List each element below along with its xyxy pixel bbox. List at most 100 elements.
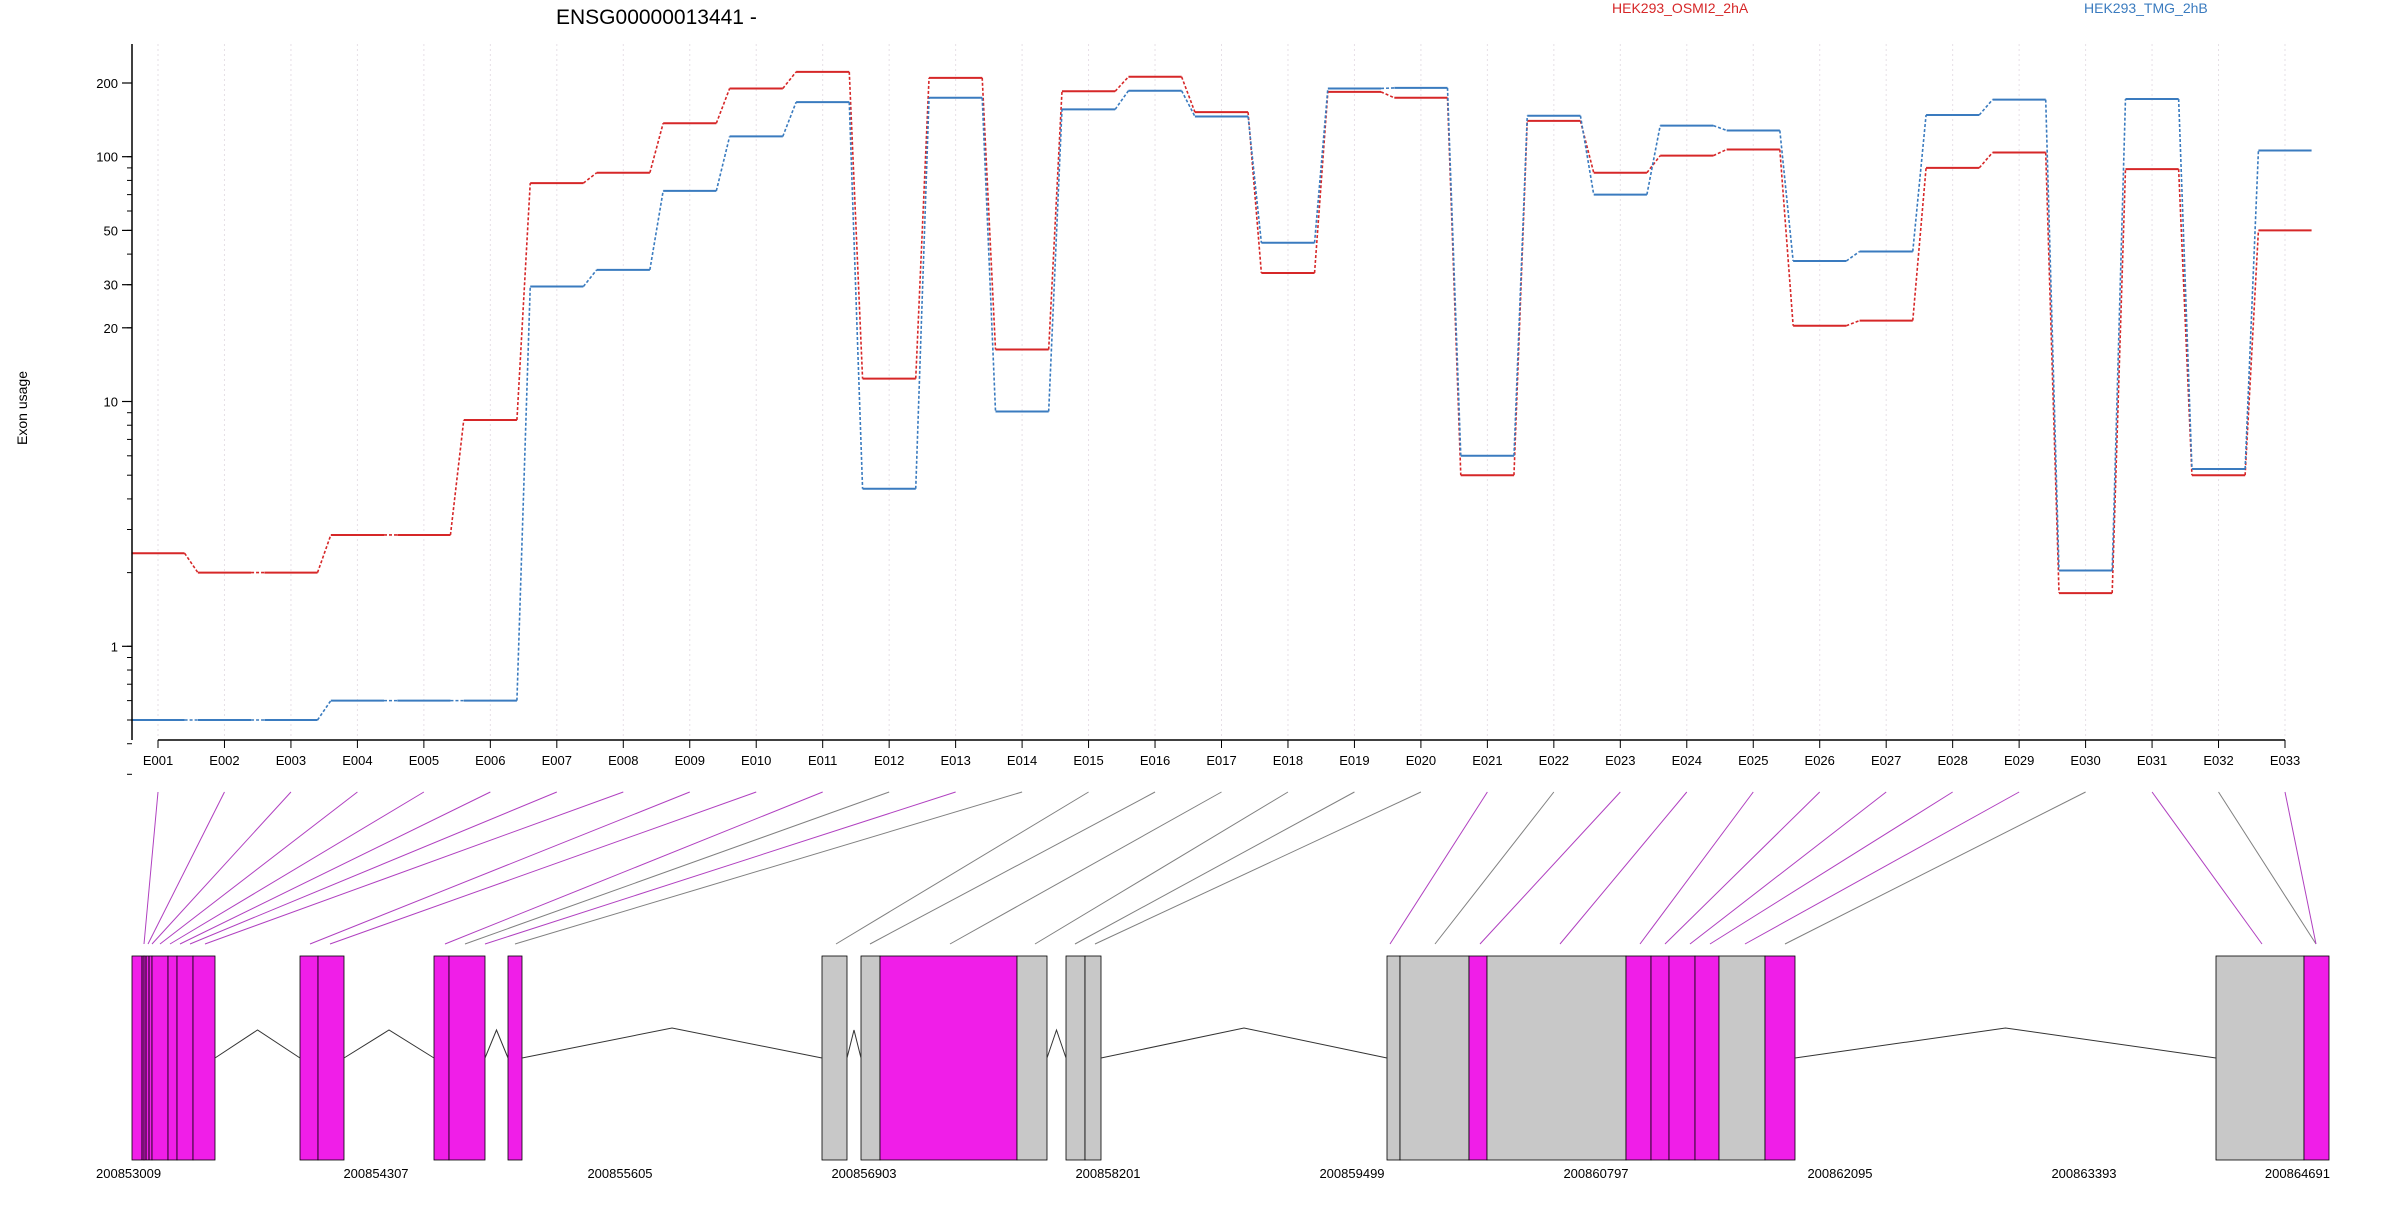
series-connector bbox=[1579, 115, 1595, 195]
exon-block bbox=[151, 955, 169, 1161]
y-tick-label: 50 bbox=[104, 223, 118, 238]
exon-block bbox=[2303, 955, 2330, 1161]
series-connector bbox=[516, 183, 532, 421]
exon-connector-E017 bbox=[949, 791, 1222, 945]
series-connector bbox=[914, 97, 930, 489]
x-tick-label-E007: E007 bbox=[542, 753, 572, 768]
intron-line bbox=[343, 1029, 435, 1059]
exon-connector-E025 bbox=[1639, 791, 1754, 945]
series-connector bbox=[2111, 169, 2127, 594]
series-connector bbox=[1845, 250, 1861, 262]
exon-connector-E031 bbox=[2151, 791, 2263, 945]
intron-line bbox=[1100, 1027, 1388, 1059]
series-connector bbox=[649, 123, 664, 173]
genomic-coordinate-label: 200864691 bbox=[2265, 1166, 2330, 1181]
x-tick-label-E031: E031 bbox=[2137, 753, 2167, 768]
exon-block bbox=[433, 955, 450, 1161]
x-tick-label-E033: E033 bbox=[2270, 753, 2300, 768]
x-tick-label-E015: E015 bbox=[1073, 753, 1103, 768]
exon-block bbox=[1065, 955, 1086, 1161]
series-connector bbox=[1114, 76, 1130, 92]
x-tick-label-E010: E010 bbox=[741, 753, 771, 768]
x-tick-label-E026: E026 bbox=[1805, 753, 1835, 768]
exon-connector-E008 bbox=[204, 791, 624, 945]
series-connector bbox=[1380, 91, 1395, 99]
series-connector bbox=[1247, 112, 1263, 274]
series-connector bbox=[782, 71, 797, 89]
exon-connector-E021 bbox=[1389, 791, 1488, 945]
series-connector bbox=[1978, 152, 1994, 169]
x-tick-label-E008: E008 bbox=[608, 753, 638, 768]
exon-connector-E030 bbox=[1784, 791, 2086, 945]
series-connector bbox=[1047, 109, 1063, 412]
series-connector bbox=[848, 71, 864, 379]
legend-series-osmi2: HEK293_OSMI2_2hA bbox=[1612, 0, 1749, 16]
x-tick-label-E025: E025 bbox=[1738, 753, 1768, 768]
exon-block bbox=[2215, 955, 2305, 1161]
genomic-coordinate-label: 200854307 bbox=[343, 1166, 408, 1181]
series-connector bbox=[1779, 149, 1794, 326]
x-tick-label-E021: E021 bbox=[1472, 753, 1502, 768]
exon-block bbox=[1625, 955, 1652, 1161]
exon-connector-E007 bbox=[189, 791, 558, 945]
exon-block bbox=[1668, 955, 1696, 1161]
intron-line bbox=[1046, 1028, 1067, 1059]
series-connector bbox=[715, 88, 731, 124]
series-connector bbox=[1713, 148, 1727, 157]
series-connector bbox=[1779, 130, 1794, 262]
x-tick-label-E027: E027 bbox=[1871, 753, 1901, 768]
x-tick-label-E003: E003 bbox=[276, 753, 306, 768]
series-connector bbox=[449, 419, 465, 536]
intron-line bbox=[484, 1028, 509, 1059]
series-connector bbox=[1180, 76, 1196, 113]
x-tick-label-E004: E004 bbox=[342, 753, 372, 768]
series-connector bbox=[1446, 87, 1462, 456]
intron-line bbox=[214, 1029, 301, 1059]
exon-connector-E009 bbox=[309, 791, 690, 945]
genomic-coordinate-label: 200860797 bbox=[1563, 1166, 1628, 1181]
series-connector bbox=[1579, 120, 1595, 173]
exon-connector-E018 bbox=[1034, 791, 1289, 945]
exon-block bbox=[176, 955, 194, 1161]
exon-block bbox=[192, 955, 216, 1161]
series-connector bbox=[649, 190, 664, 270]
x-tick-label-E032: E032 bbox=[2203, 753, 2233, 768]
exon-connector-E001 bbox=[143, 791, 159, 945]
series-connector bbox=[981, 77, 997, 350]
genomic-coordinate-label: 200863393 bbox=[2051, 1166, 2116, 1181]
x-tick-label-E018: E018 bbox=[1273, 753, 1303, 768]
series-connector bbox=[1047, 91, 1063, 350]
exon-connector-E005 bbox=[169, 791, 425, 945]
y-tick-label: 200 bbox=[96, 76, 118, 91]
exon-connector-E002 bbox=[147, 791, 225, 945]
exon-connector-E027 bbox=[1689, 791, 1887, 945]
exon-block bbox=[821, 955, 848, 1161]
series-tmg bbox=[131, 86, 2312, 721]
exon-block bbox=[1468, 955, 1488, 1161]
exon-block bbox=[860, 955, 881, 1161]
genomic-coordinate-label: 200855605 bbox=[587, 1166, 652, 1181]
y-tick-label: 30 bbox=[104, 278, 118, 293]
x-tick-label-E012: E012 bbox=[874, 753, 904, 768]
series-connector bbox=[1911, 167, 1927, 321]
x-tick-label-E019: E019 bbox=[1339, 753, 1369, 768]
genomic-coordinate-label: 200858201 bbox=[1075, 1166, 1140, 1181]
x-tick-label-E005: E005 bbox=[409, 753, 439, 768]
y-tick-label: 1 bbox=[111, 639, 118, 654]
exon-connector-E028 bbox=[1709, 791, 1953, 945]
series-connector bbox=[1513, 115, 1529, 456]
series-connector bbox=[1713, 124, 1727, 132]
series-connector bbox=[2244, 230, 2260, 476]
x-tick-label-E022: E022 bbox=[1539, 753, 1569, 768]
series-connector bbox=[782, 101, 797, 137]
exon-connector-E024 bbox=[1559, 791, 1688, 945]
x-tick-label-E028: E028 bbox=[1937, 753, 1967, 768]
exon-block bbox=[1386, 955, 1401, 1161]
exon-block bbox=[143, 955, 153, 1161]
exon-block bbox=[317, 955, 345, 1161]
series-connector bbox=[2244, 150, 2260, 470]
y-tick-label: 20 bbox=[104, 321, 118, 336]
series-connector bbox=[848, 102, 864, 489]
series-connector bbox=[516, 286, 532, 701]
legend-series-tmg: HEK293_TMG_2hB bbox=[2084, 0, 2208, 16]
